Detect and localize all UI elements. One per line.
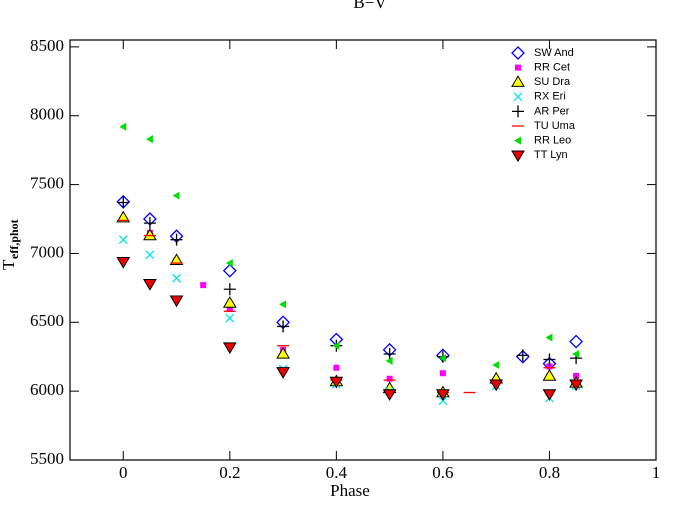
point	[572, 349, 580, 358]
point	[543, 353, 556, 366]
point	[225, 313, 235, 323]
chart-title: B−V	[353, 0, 387, 12]
y-tick-label: 5500	[30, 449, 64, 468]
legend-label: RR Leo	[534, 135, 571, 147]
point	[332, 341, 340, 350]
point	[382, 389, 397, 401]
point	[225, 259, 233, 268]
y-tick-label: 6500	[30, 311, 64, 330]
y-axis-label-group: T eff,phot	[0, 219, 21, 270]
legend-marker	[513, 92, 523, 102]
point	[222, 263, 237, 278]
y-tick-label: 8000	[30, 105, 64, 124]
point	[439, 370, 446, 377]
point	[545, 333, 553, 342]
point	[116, 210, 131, 223]
point	[383, 347, 396, 360]
plot-frame	[69, 39, 657, 461]
point	[145, 250, 155, 260]
legend-label: RR Cet	[534, 62, 570, 74]
legend-marker	[514, 136, 521, 145]
point	[276, 346, 290, 359]
point	[276, 367, 290, 379]
point	[386, 375, 393, 382]
point	[170, 233, 183, 246]
point	[143, 217, 156, 230]
legend-marker	[511, 46, 525, 60]
point	[143, 228, 157, 241]
point	[436, 389, 450, 401]
point	[223, 283, 236, 296]
point	[118, 235, 128, 245]
point	[329, 376, 344, 389]
x-tick-label: 0.6	[432, 463, 453, 482]
point	[226, 305, 233, 312]
point	[169, 253, 184, 266]
legend-marker	[512, 105, 524, 118]
point	[222, 296, 237, 308]
legend-label: RX Eri	[534, 91, 566, 103]
y-axis-label: T	[0, 259, 18, 270]
legend-marker	[511, 75, 525, 87]
point	[569, 334, 584, 349]
y-tick-label: 6000	[30, 380, 64, 399]
point	[438, 354, 446, 363]
legend-label: TU Uma	[534, 120, 576, 132]
x-axis-label: Phase	[330, 481, 370, 500]
x-tick-label: 0	[119, 463, 128, 482]
legend-label: SU Dra	[534, 76, 571, 88]
point	[117, 196, 130, 209]
y-tick-label: 8500	[30, 36, 64, 55]
legend-marker	[511, 150, 525, 163]
point	[385, 356, 393, 365]
point	[169, 295, 184, 308]
point	[492, 360, 500, 369]
legend-label: SW And	[534, 47, 574, 59]
point	[172, 273, 182, 283]
x-tick-label: 0.4	[326, 463, 348, 482]
point	[222, 342, 237, 355]
point	[542, 369, 557, 381]
y-tick-label: 7000	[30, 242, 64, 261]
point	[489, 379, 504, 392]
legend-label: AR Per	[534, 105, 570, 117]
point	[145, 135, 153, 144]
point	[143, 279, 157, 291]
point	[569, 379, 583, 392]
point	[116, 257, 131, 269]
point	[200, 282, 207, 289]
point	[546, 363, 553, 370]
point	[172, 191, 180, 200]
legend-marker	[515, 64, 521, 71]
point	[119, 122, 127, 131]
x-tick-label: 0.8	[539, 463, 560, 482]
point	[279, 300, 287, 309]
point	[333, 364, 340, 371]
legend-label: TT Lyn	[534, 149, 568, 161]
y-axis-label-sub: eff,phot	[7, 219, 21, 259]
y-tick-label: 7500	[30, 173, 64, 192]
point	[516, 349, 529, 362]
point	[542, 389, 557, 401]
x-tick-label: 0.2	[219, 463, 240, 482]
x-tick-label: 1	[652, 463, 661, 482]
point	[277, 320, 290, 333]
